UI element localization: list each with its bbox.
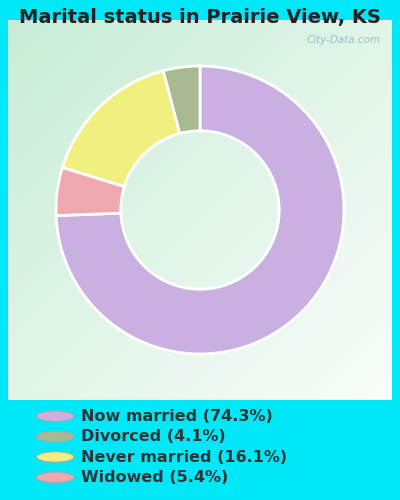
Text: Marital status in Prairie View, KS: Marital status in Prairie View, KS (19, 8, 381, 28)
Text: City-Data.com: City-Data.com (306, 35, 380, 45)
Wedge shape (163, 66, 200, 134)
Text: Widowed (5.4%): Widowed (5.4%) (81, 470, 228, 485)
Circle shape (36, 472, 74, 482)
Text: Never married (16.1%): Never married (16.1%) (81, 450, 287, 464)
Wedge shape (56, 168, 124, 216)
Wedge shape (56, 66, 344, 354)
Circle shape (36, 452, 74, 462)
Wedge shape (62, 71, 180, 186)
Circle shape (36, 411, 74, 422)
Text: Now married (74.3%): Now married (74.3%) (81, 408, 272, 424)
Circle shape (36, 432, 74, 442)
Text: Divorced (4.1%): Divorced (4.1%) (81, 429, 226, 444)
